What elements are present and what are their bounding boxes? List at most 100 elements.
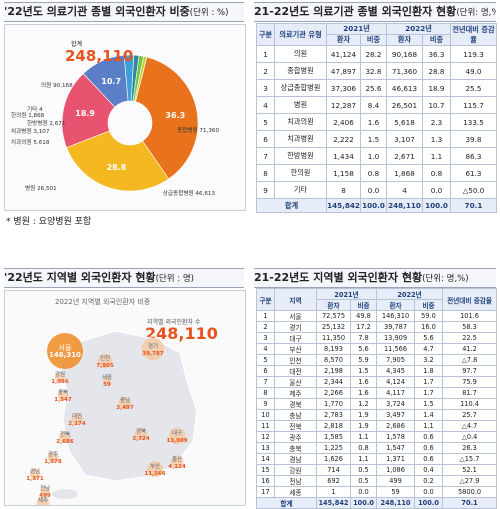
region-value: 1,371 bbox=[26, 476, 44, 482]
region-value: 3,724 bbox=[132, 436, 150, 442]
table-cell: 5.6 bbox=[414, 332, 444, 344]
region-bubble bbox=[59, 431, 71, 443]
region-bubble bbox=[147, 461, 163, 477]
table-cell: 7.8 bbox=[349, 332, 378, 344]
table-cell: 13 bbox=[256, 442, 275, 454]
table-cell: 상급종합병원 bbox=[274, 79, 327, 97]
table-row: 8 한의원 1,158 0.8 1,868 0.8 61.3 bbox=[256, 164, 497, 182]
region-value: 2,174 bbox=[68, 421, 86, 427]
region-value: 13,909 bbox=[166, 438, 187, 444]
map-total-label: 지역별 외국인환자 수 bbox=[147, 319, 201, 326]
total-cell: 100.0 bbox=[349, 497, 378, 509]
table-cell: 1.0 bbox=[360, 147, 387, 165]
region-name: 울산 bbox=[172, 455, 182, 463]
table-cell: 제주 bbox=[274, 387, 317, 399]
slice-share-label: 18.9 bbox=[75, 109, 95, 118]
total-cell: 100.0 bbox=[360, 198, 387, 213]
pie-slice bbox=[66, 130, 170, 192]
table-cell: 692 bbox=[316, 475, 351, 487]
table-cell: 1.7 bbox=[414, 376, 444, 388]
table-cell: 47,897 bbox=[326, 62, 361, 80]
table-cell: 75.9 bbox=[442, 376, 498, 388]
region-name: 전남 bbox=[40, 484, 50, 492]
table-row: 17 세종 1 0.0 59 0.0 5800.0 bbox=[256, 486, 498, 498]
panel-title-region-map: '22년도 지역별 외국인환자 현황(단위 : 명) bbox=[4, 268, 244, 288]
table-row: 16 전남 692 0.5 499 0.2 △27.9 bbox=[256, 475, 498, 487]
pie-callout: 병원 26,501 bbox=[25, 184, 57, 192]
table-cell: 5 bbox=[256, 113, 275, 131]
region-table: 구분 지역 2021년 2022년 전년대비 증감율 환자 비중 환자 비중 1… bbox=[256, 288, 498, 509]
table-cell: 1.5 bbox=[360, 130, 387, 148]
region-bubble bbox=[36, 496, 50, 505]
table-cell: 8,570 bbox=[316, 354, 351, 366]
table-cell: 5.6 bbox=[349, 343, 378, 355]
table-cell: 26.3 bbox=[442, 442, 498, 454]
panel-title-type-share: '22년도 의료기관 종별 외국인환자 비중(단위 : %) bbox=[4, 2, 244, 22]
table-row: 5 인천 8,570 5.9 7,905 3.2 △7.8 bbox=[256, 354, 498, 366]
region-value: 2,686 bbox=[56, 439, 74, 445]
table-cell: 치과병원 bbox=[274, 130, 327, 148]
table-cell: 6 bbox=[256, 365, 275, 377]
table-cell: 28.8 bbox=[422, 62, 451, 80]
region-bubble bbox=[134, 427, 148, 441]
pie-total-value: 248,110 bbox=[65, 47, 134, 65]
table-cell: △27.9 bbox=[442, 475, 498, 487]
table-cell: 41.2 bbox=[442, 343, 498, 355]
table-cell: 52.1 bbox=[442, 464, 498, 476]
table-cell: 90,168 bbox=[386, 45, 423, 63]
table-cell: 1,770 bbox=[316, 398, 351, 410]
table-row: 5 치과의원 2,406 1.6 5,618 2.3 133.5 bbox=[256, 113, 497, 131]
table-cell: 3 bbox=[256, 79, 275, 97]
table-cell: 97.7 bbox=[442, 365, 498, 377]
region-bubble bbox=[170, 455, 184, 469]
table-row: 14 경남 1,626 1.1 1,371 0.6 △15.7 bbox=[256, 453, 498, 465]
table-cell: 4.7 bbox=[414, 343, 444, 355]
table-cell: 18.9 bbox=[422, 79, 451, 97]
table-cell: 기타 bbox=[274, 181, 327, 199]
table-cell: 충남 bbox=[274, 409, 317, 421]
table-cell: 1.4 bbox=[414, 409, 444, 421]
footnote: * 병원 : 요양병원 포함 bbox=[6, 217, 92, 227]
region-bubble bbox=[29, 468, 41, 480]
table-cell: 17 bbox=[256, 486, 275, 498]
panel-title-text: 21-22년도 지역별 외국인환자 현황 bbox=[254, 271, 423, 284]
pie-callout: 치과의원 5,618 bbox=[11, 138, 50, 146]
table-cell: 부산 bbox=[274, 343, 317, 355]
table-cell: 1.2 bbox=[349, 398, 378, 410]
table-cell: 1,225 bbox=[316, 442, 351, 454]
table-cell: 72,575 bbox=[316, 310, 351, 322]
pie-callout: 종합병원 71,360 bbox=[177, 126, 219, 134]
table-row: 4 병원 12,287 8.4 26,501 10.7 115.7 bbox=[256, 96, 497, 114]
region-name: 인천 bbox=[100, 354, 110, 362]
table-cell: 3,107 bbox=[386, 130, 423, 148]
table-cell: 5 bbox=[256, 354, 275, 366]
table-cell: 2,783 bbox=[316, 409, 351, 421]
table-cell: 2,222 bbox=[326, 130, 361, 148]
table-cell: 4,117 bbox=[376, 387, 416, 399]
table-cell: 86.3 bbox=[450, 147, 497, 165]
region-name: 전북 bbox=[60, 430, 70, 438]
total-cell: 145,842 bbox=[316, 497, 351, 509]
region-name: 충남 bbox=[120, 396, 130, 404]
table-cell: 499 bbox=[376, 475, 416, 487]
region-name: 경기 bbox=[148, 342, 158, 350]
panel-title-region-table: 21-22년도 지역별 외국인환자 현황(단위: 명,%) bbox=[254, 268, 496, 288]
col-2022: 2022년 bbox=[376, 288, 444, 300]
table-cell: 4 bbox=[386, 181, 423, 199]
table-cell: 0.2 bbox=[414, 475, 444, 487]
table-cell: 3.2 bbox=[414, 354, 444, 366]
table-cell: 0.6 bbox=[414, 442, 444, 454]
region-value: 3,497 bbox=[116, 405, 134, 411]
table-cell: 15 bbox=[256, 464, 275, 476]
table-cell: 115.7 bbox=[450, 96, 497, 114]
table-cell: 2 bbox=[256, 321, 275, 333]
table-cell: 6 bbox=[256, 130, 275, 148]
pie-callout: 한방병원 2,671 bbox=[27, 119, 66, 127]
table-cell: 0.5 bbox=[349, 475, 378, 487]
table-cell: △7.8 bbox=[442, 354, 498, 366]
table-cell: 133.5 bbox=[450, 113, 497, 131]
table-cell: 전남 bbox=[274, 475, 317, 487]
table-cell: 1,626 bbox=[316, 453, 351, 465]
total-cell: 100.0 bbox=[414, 497, 444, 509]
table-cell: 1,585 bbox=[316, 431, 351, 443]
